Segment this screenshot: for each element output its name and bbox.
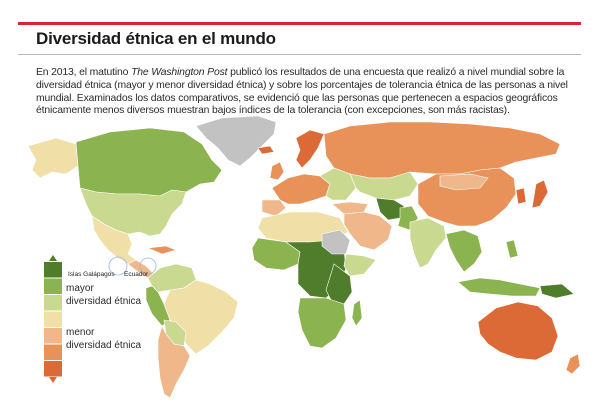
region-turkey — [331, 201, 369, 215]
legend-swatch-2 — [44, 278, 62, 294]
region-korea — [515, 187, 527, 205]
region-eastern-europe — [319, 167, 357, 201]
region-japan — [531, 179, 549, 209]
region-uk — [269, 161, 285, 181]
page-title: Diversidad étnica en el mundo — [36, 29, 276, 48]
region-australia — [477, 301, 559, 361]
region-iceland — [257, 145, 275, 155]
region-indonesia — [457, 277, 541, 297]
galapagos-label: Islas Galápagos — [68, 271, 115, 278]
top-accent-rule — [18, 22, 581, 25]
ecuador-label: Ecuador — [124, 271, 149, 278]
region-southern-africa — [297, 297, 347, 349]
legend-swatch-4 — [44, 311, 62, 327]
legend-swatch-5 — [44, 328, 62, 344]
region-canada — [75, 127, 223, 197]
ecuador-callout-circle — [139, 257, 157, 275]
legend-swatch-3 — [44, 295, 62, 311]
region-philippines — [505, 239, 519, 259]
world-map: Islas Galápagos Ecuador mayor diversidad… — [27, 115, 581, 399]
region-new-zealand — [565, 353, 581, 375]
intro-source: The Washington Post — [131, 67, 228, 78]
region-india — [409, 217, 447, 269]
region-middle-east — [343, 211, 393, 251]
legend-scale — [44, 262, 62, 377]
region-scandinavia — [295, 129, 325, 169]
legend-swatch-1 — [44, 262, 62, 278]
region-madagascar — [351, 299, 363, 327]
intro-part2: publicó los resultados de una encuesta q… — [36, 67, 568, 117]
region-argentina-chile — [157, 325, 191, 399]
region-alaska — [27, 137, 79, 179]
region-caribbean — [146, 245, 177, 255]
legend-arrow-up — [49, 255, 57, 261]
legend-high-line2: diversidad étnica — [66, 296, 141, 307]
legend-swatch-7 — [44, 361, 62, 377]
legend-low-line2: diversidad étnica — [66, 340, 141, 351]
legend: mayor diversidad étnica menor diversidad… — [44, 255, 141, 383]
legend-arrow-down — [49, 377, 57, 383]
intro-part1: En 2013, el matutino — [36, 67, 132, 78]
legend-swatch-6 — [44, 344, 62, 360]
region-iberia — [261, 199, 287, 217]
region-mongolia — [439, 173, 489, 191]
legend-high-line1: mayor — [66, 283, 94, 294]
region-greenland — [195, 115, 277, 167]
region-southeast-asia — [445, 229, 483, 273]
galapagos-callout-circle — [108, 256, 128, 276]
intro-paragraph: En 2013, el matutino The Washington Post… — [36, 67, 582, 118]
region-papua — [539, 283, 575, 299]
region-russia — [323, 121, 561, 179]
region-central-asia — [349, 171, 419, 201]
legend-low-line1: menor — [66, 327, 95, 338]
region-horn-of-africa — [343, 253, 377, 277]
title-divider — [18, 54, 581, 55]
region-western-europe — [271, 173, 331, 205]
